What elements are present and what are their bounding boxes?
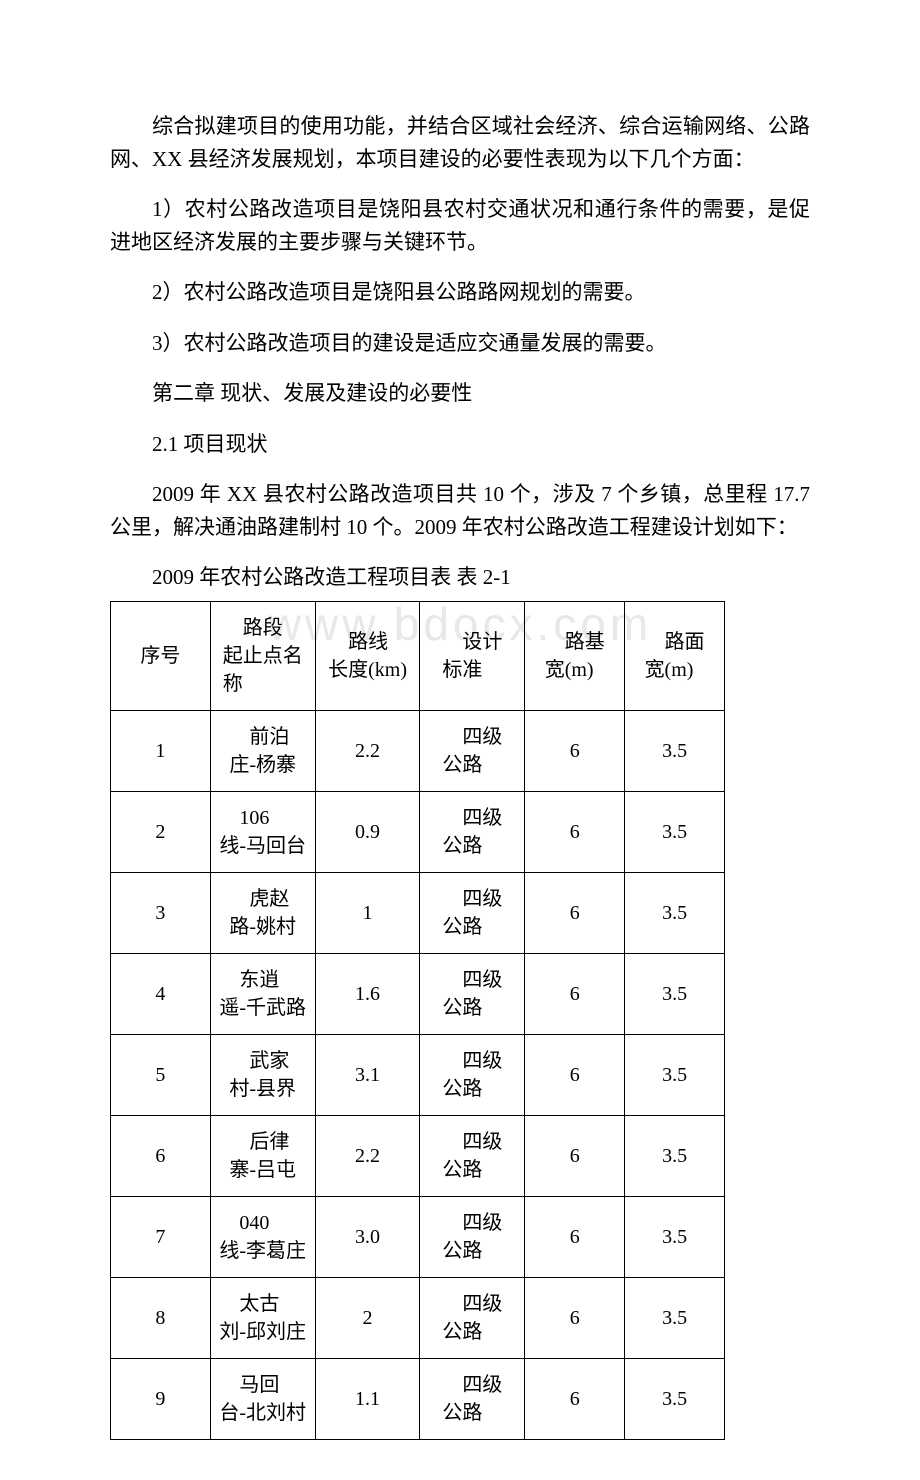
header-surface: 路面 宽(m) — [625, 602, 725, 711]
cell-section: 虎赵路-姚村 — [210, 873, 315, 954]
paragraph-point-1: 1）农村公路改造项目是饶阳县农村交通状况和通行条件的需要，是促进地区经济发展的主… — [110, 193, 810, 258]
cell-base: 6 — [525, 954, 625, 1035]
cell-standard: 四级公路 — [420, 711, 525, 792]
cell-surface: 3.5 — [625, 792, 725, 873]
cell-section: 武家村-县界 — [210, 1035, 315, 1116]
cell-section: 马回台-北刘村 — [210, 1359, 315, 1440]
cell-seq: 9 — [111, 1359, 211, 1440]
table-row: 2 106线-马回台0.9 四级公路63.5 — [111, 792, 725, 873]
table-caption: 2009 年农村公路改造工程项目表 表 2-1 — [110, 561, 810, 591]
header-standard-l1: 设计 — [462, 631, 502, 653]
cell-surface: 3.5 — [625, 954, 725, 1035]
paragraph-point-3: 3）农村公路改造项目的建设是适应交通量发展的需要。 — [110, 327, 810, 360]
cell-base: 6 — [525, 792, 625, 873]
cell-seq: 8 — [111, 1278, 211, 1359]
cell-base: 6 — [525, 1197, 625, 1278]
table-row: 5 武家村-县界3.1 四级公路63.5 — [111, 1035, 725, 1116]
header-base-l2: 宽(m) — [545, 659, 594, 681]
cell-standard: 四级公路 — [420, 1278, 525, 1359]
table-header-row: 序号 路段 起止点名 称 路线 长度(km) — [111, 602, 725, 711]
header-section-l2: 起止点名 — [223, 645, 303, 667]
cell-length: 2.2 — [315, 711, 420, 792]
cell-standard: 四级公路 — [420, 1116, 525, 1197]
cell-length: 1.6 — [315, 954, 420, 1035]
cell-section: 东逍遥-千武路 — [210, 954, 315, 1035]
paragraph-intro: 综合拟建项目的使用功能，并结合区域社会经济、综合运输网络、公路网、XX 县经济发… — [110, 110, 810, 175]
cell-length: 1 — [315, 873, 420, 954]
paragraph-point-2: 2）农村公路改造项目是饶阳县公路路网规划的需要。 — [110, 276, 810, 309]
table-row: 3 虎赵路-姚村1 四级公路63.5 — [111, 873, 725, 954]
cell-section: 前泊庄-杨寨 — [210, 711, 315, 792]
cell-length: 1.1 — [315, 1359, 420, 1440]
cell-base: 6 — [525, 1035, 625, 1116]
header-length-l2: 长度(km) — [328, 659, 407, 681]
table-row: 6 后律寨-吕屯2.2 四级公路63.5 — [111, 1116, 725, 1197]
header-length-l1: 路线 — [348, 631, 388, 653]
cell-base: 6 — [525, 1116, 625, 1197]
cell-standard: 四级公路 — [420, 954, 525, 1035]
cell-base: 6 — [525, 1278, 625, 1359]
header-section: 路段 起止点名 称 — [210, 602, 315, 711]
table-row: 1 前泊庄-杨寨2.2 四级公路63.5 — [111, 711, 725, 792]
header-standard: 设计 标准 — [420, 602, 525, 711]
cell-length: 3.0 — [315, 1197, 420, 1278]
table-row: 4 东逍遥-千武路1.6 四级公路63.5 — [111, 954, 725, 1035]
cell-base: 6 — [525, 1359, 625, 1440]
paragraph-summary: 2009 年 XX 县农村公路改造项目共 10 个，涉及 7 个乡镇，总里程 1… — [110, 478, 810, 543]
cell-surface: 3.5 — [625, 711, 725, 792]
header-section-l3: 称 — [223, 673, 243, 695]
cell-section: 后律寨-吕屯 — [210, 1116, 315, 1197]
cell-seq: 3 — [111, 873, 211, 954]
chapter-heading: 第二章 现状、发展及建设的必要性 — [110, 377, 810, 410]
project-table: 序号 路段 起止点名 称 路线 长度(km) — [110, 601, 725, 1440]
cell-length: 3.1 — [315, 1035, 420, 1116]
cell-surface: 3.5 — [625, 873, 725, 954]
cell-seq: 6 — [111, 1116, 211, 1197]
cell-standard: 四级公路 — [420, 873, 525, 954]
table-row: 7 040线-李葛庄3.0 四级公路63.5 — [111, 1197, 725, 1278]
cell-seq: 4 — [111, 954, 211, 1035]
header-standard-l2: 标准 — [442, 659, 482, 681]
cell-length: 2 — [315, 1278, 420, 1359]
header-base: 路基 宽(m) — [525, 602, 625, 711]
page-content: 综合拟建项目的使用功能，并结合区域社会经济、综合运输网络、公路网、XX 县经济发… — [110, 110, 810, 1440]
cell-surface: 3.5 — [625, 1197, 725, 1278]
cell-base: 6 — [525, 873, 625, 954]
cell-section: 太古刘-邱刘庄 — [210, 1278, 315, 1359]
cell-section: 106线-马回台 — [210, 792, 315, 873]
header-surface-l1: 路面 — [665, 631, 705, 653]
cell-standard: 四级公路 — [420, 1035, 525, 1116]
cell-standard: 四级公路 — [420, 792, 525, 873]
table-row: 9 马回台-北刘村1.1 四级公路63.5 — [111, 1359, 725, 1440]
table-row: 8 太古刘-邱刘庄2 四级公路63.5 — [111, 1278, 725, 1359]
cell-seq: 5 — [111, 1035, 211, 1116]
cell-standard: 四级公路 — [420, 1359, 525, 1440]
cell-surface: 3.5 — [625, 1116, 725, 1197]
cell-section: 040线-李葛庄 — [210, 1197, 315, 1278]
cell-standard: 四级公路 — [420, 1197, 525, 1278]
cell-seq: 1 — [111, 711, 211, 792]
cell-surface: 3.5 — [625, 1035, 725, 1116]
header-seq: 序号 — [111, 602, 211, 711]
cell-length: 0.9 — [315, 792, 420, 873]
section-heading: 2.1 项目现状 — [110, 428, 810, 461]
cell-seq: 7 — [111, 1197, 211, 1278]
cell-surface: 3.5 — [625, 1359, 725, 1440]
cell-base: 6 — [525, 711, 625, 792]
cell-surface: 3.5 — [625, 1278, 725, 1359]
header-surface-l2: 宽(m) — [645, 659, 694, 681]
cell-seq: 2 — [111, 792, 211, 873]
table-body: 1 前泊庄-杨寨2.2 四级公路63.52 106线-马回台0.9 四级公路63… — [111, 711, 725, 1440]
cell-length: 2.2 — [315, 1116, 420, 1197]
header-section-l1: 路段 — [243, 617, 283, 639]
header-length: 路线 长度(km) — [315, 602, 420, 711]
header-base-l1: 路基 — [565, 631, 605, 653]
